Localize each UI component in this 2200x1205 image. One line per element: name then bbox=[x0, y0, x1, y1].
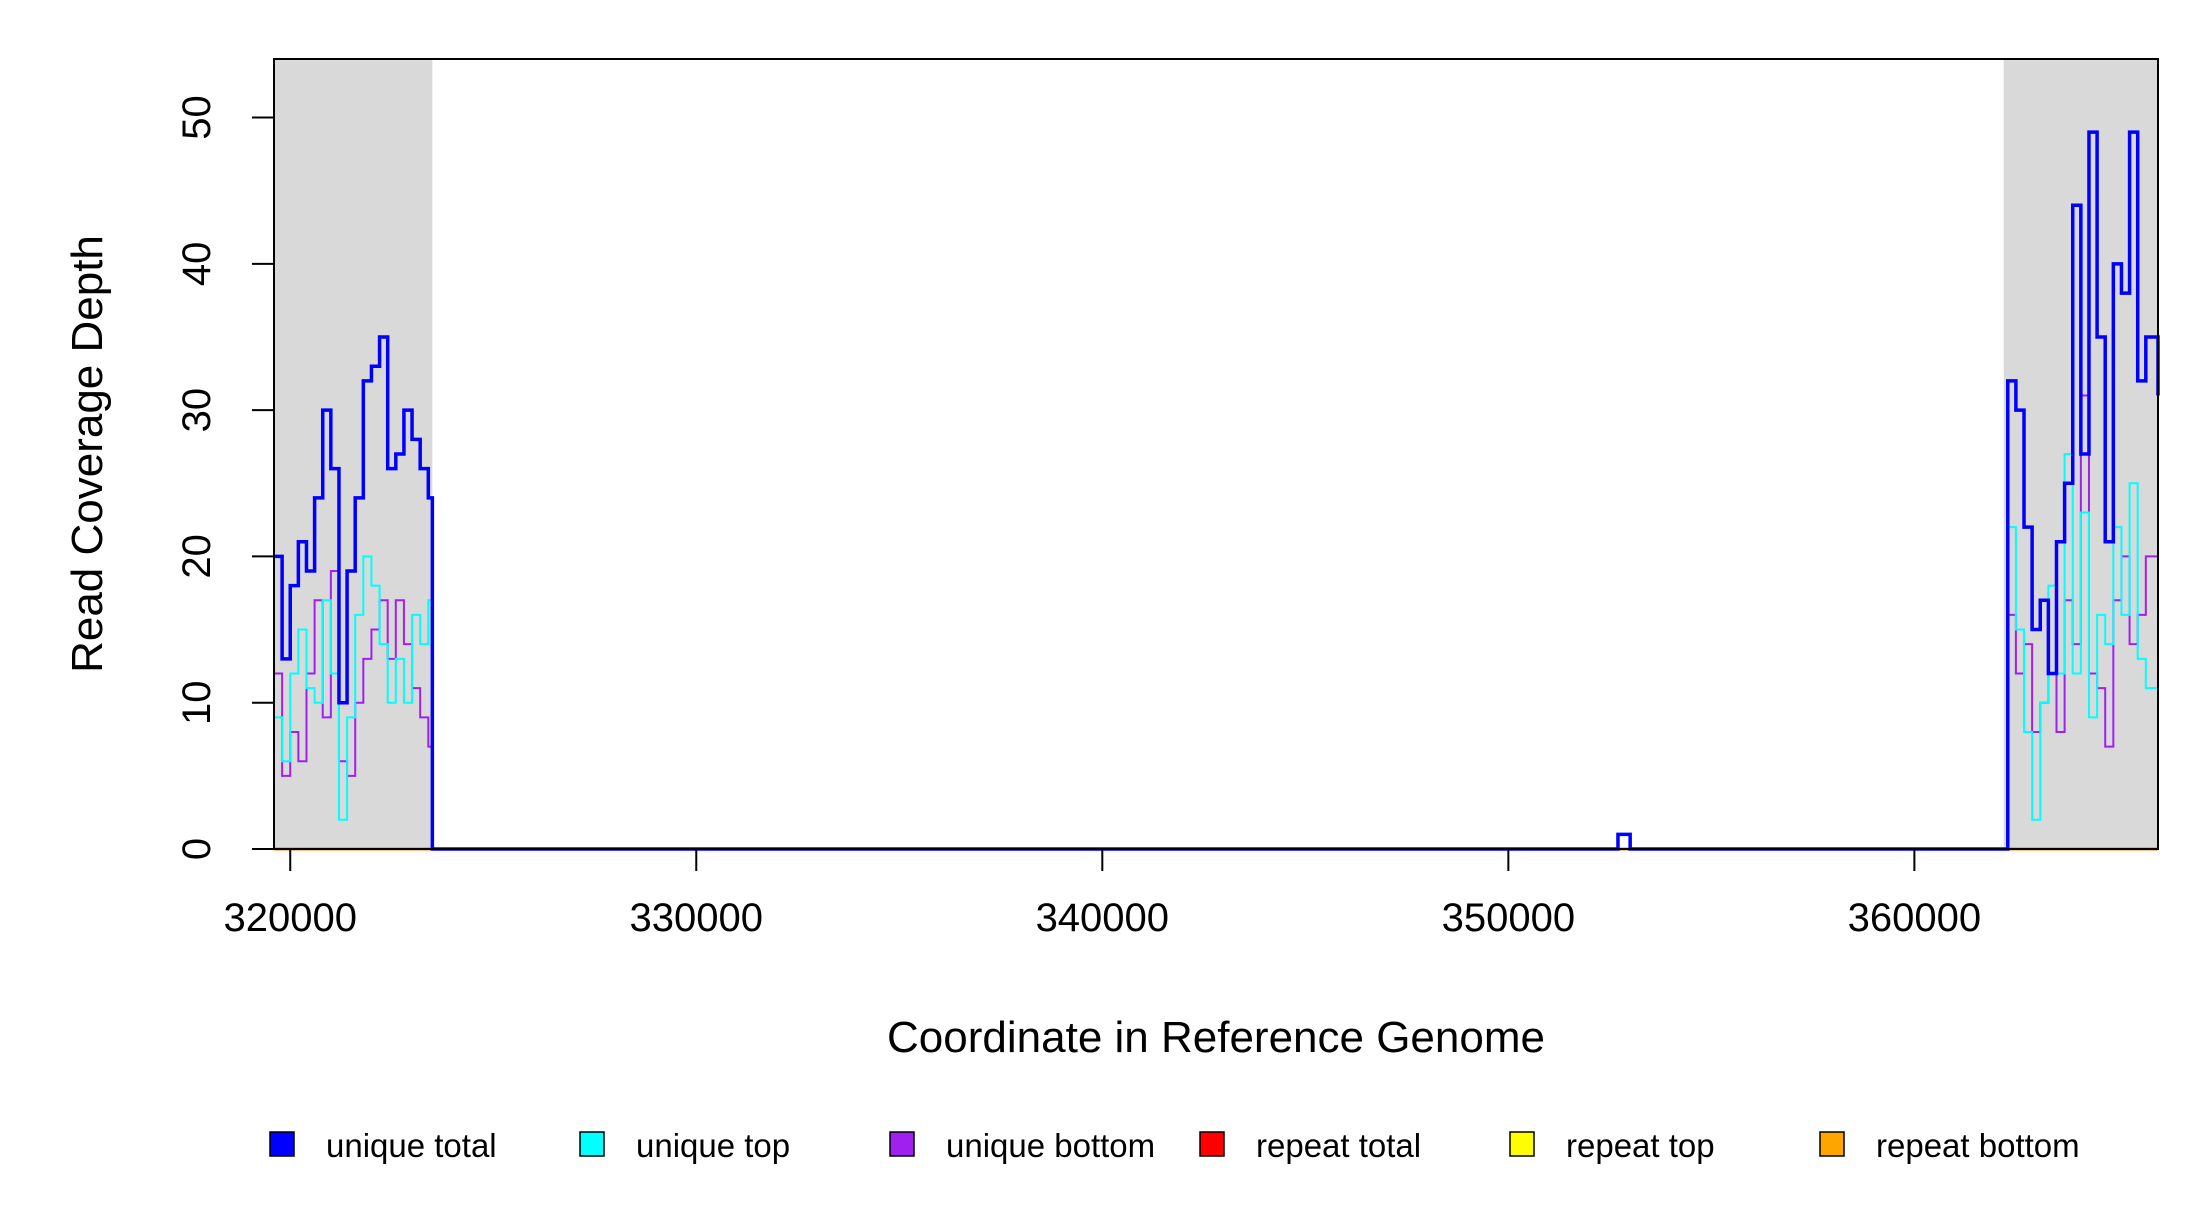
y-tick-label: 40 bbox=[175, 242, 219, 287]
y-tick-label: 10 bbox=[175, 680, 219, 725]
x-axis-title: Coordinate in Reference Genome bbox=[887, 1013, 1545, 1062]
y-tick-label: 0 bbox=[175, 838, 219, 860]
y-tick-label: 30 bbox=[175, 388, 219, 433]
legend-label-repeat-total: repeat total bbox=[1256, 1127, 1421, 1164]
series-lines bbox=[274, 130, 2160, 851]
legend-swatch-unique-top bbox=[579, 1131, 605, 1157]
legend-swatch-repeat-total bbox=[1199, 1131, 1225, 1157]
x-tick-label: 320000 bbox=[223, 896, 356, 940]
legend-swatch-repeat-top bbox=[1509, 1131, 1535, 1157]
legend-label-unique-top: unique top bbox=[636, 1127, 790, 1164]
shaded-regions bbox=[274, 59, 2158, 849]
series-line-unique-bottom bbox=[274, 394, 2159, 850]
y-tick-label: 20 bbox=[175, 534, 219, 579]
axes: 320000 330000 340000 350000 360000 0 10 20 30 40 5… bbox=[175, 95, 1981, 940]
series-line-unique-total bbox=[274, 130, 2160, 851]
x-tick-label: 350000 bbox=[1442, 896, 1575, 940]
legend-label-unique-bottom: unique bottom bbox=[946, 1127, 1155, 1164]
legend-swatch-repeat-bottom bbox=[1819, 1131, 1845, 1157]
plot-frame bbox=[273, 58, 2159, 850]
legend-label-repeat-top: repeat top bbox=[1566, 1127, 1715, 1164]
y-tick-label: 50 bbox=[175, 95, 219, 140]
y-axis-title: Read Coverage Depth bbox=[63, 235, 112, 673]
x-tick-label: 360000 bbox=[1848, 896, 1981, 940]
legend: unique total unique top unique bottom repea… bbox=[269, 1127, 2080, 1164]
legend-swatch-unique-total bbox=[269, 1131, 295, 1157]
x-tick-label: 330000 bbox=[630, 896, 763, 940]
legend-label-unique-total: unique total bbox=[326, 1127, 497, 1164]
legend-label-repeat-bottom: repeat bottom bbox=[1876, 1127, 2080, 1164]
shaded-region-1 bbox=[274, 59, 433, 849]
series-line-unique-top bbox=[274, 453, 2159, 850]
legend-swatch-unique-bottom bbox=[889, 1131, 915, 1157]
x-tick-label: 340000 bbox=[1036, 896, 1169, 940]
